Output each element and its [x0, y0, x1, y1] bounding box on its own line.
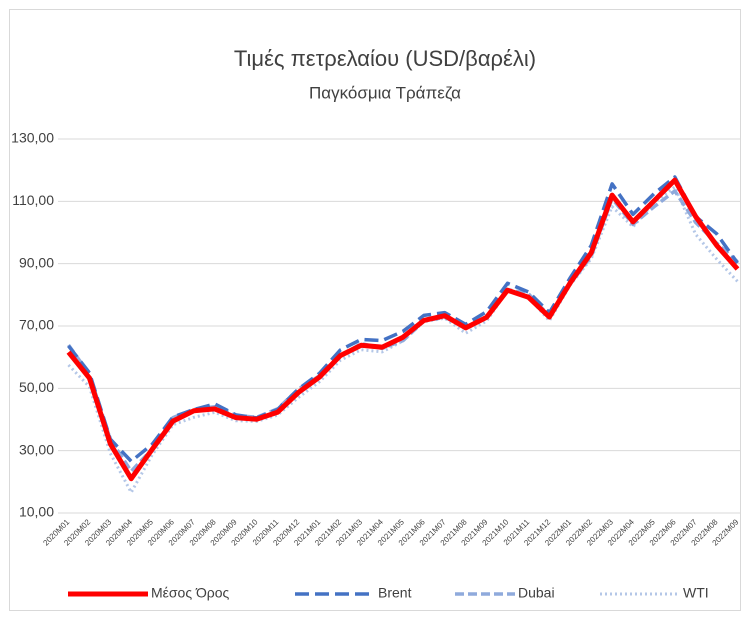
- legend-label: WTI: [683, 585, 709, 601]
- legend-label: Dubai: [518, 585, 555, 601]
- y-tick-label: 30,00: [19, 441, 54, 457]
- y-tick-label: 70,00: [19, 317, 54, 333]
- y-tick-label: 90,00: [19, 254, 54, 270]
- series-line: [67, 185, 739, 494]
- chart-subtitle: Παγκόσμια Τράπεζα: [309, 83, 461, 102]
- y-tick-label: 110,00: [12, 192, 54, 208]
- legend-label: Μέσος Όρος: [151, 585, 230, 601]
- y-tick-label: 50,00: [19, 379, 54, 395]
- chart-title: Τιμές πετρελαίου (USD/βαρέλι): [234, 46, 536, 71]
- series-line: [67, 175, 739, 464]
- y-tick-label: 10,00: [19, 504, 54, 520]
- y-tick-label: 130,00: [11, 130, 54, 146]
- chart-frame: [9, 9, 741, 611]
- legend-label: Brent: [378, 585, 412, 601]
- series-line: [66, 177, 740, 482]
